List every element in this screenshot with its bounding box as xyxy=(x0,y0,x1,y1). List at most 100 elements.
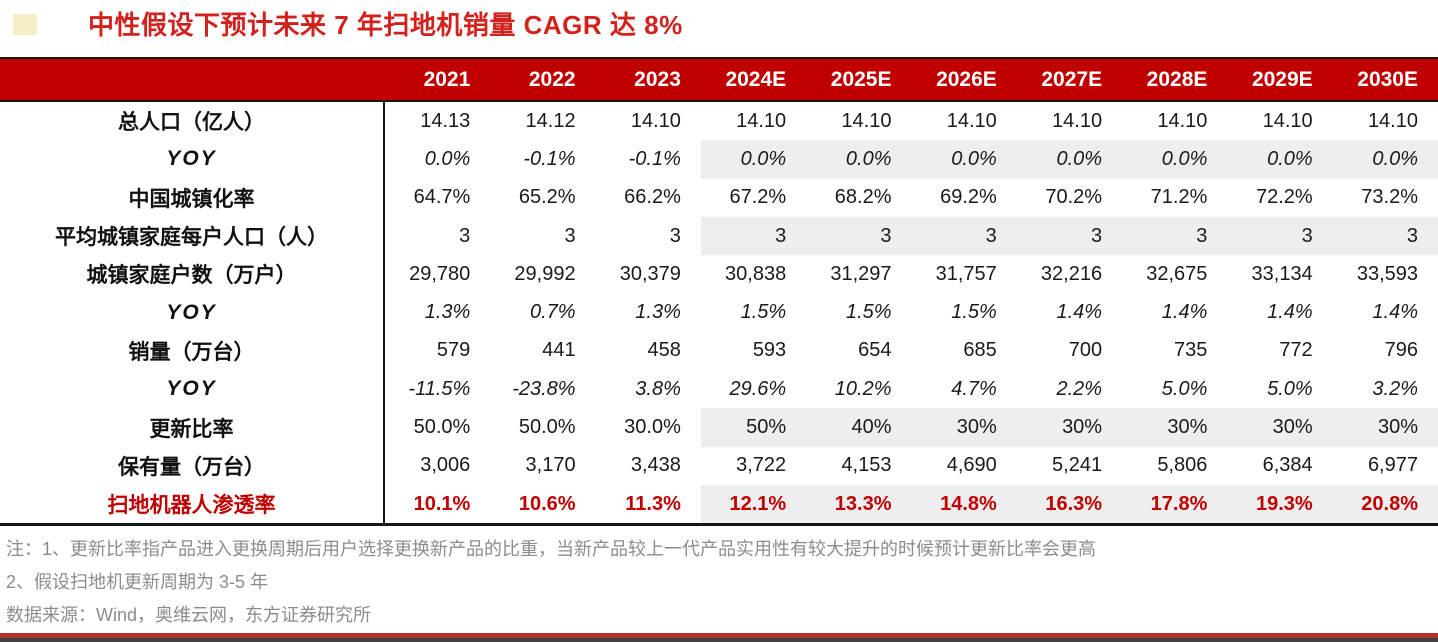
note-line-2: 2、假设扫地机更新周期为 3-5 年 xyxy=(6,572,269,592)
value-cell: 593 xyxy=(752,339,787,362)
value-cell: 700 xyxy=(1068,339,1103,362)
value-cell: 30,379 xyxy=(619,262,681,285)
value-cell: 4,690 xyxy=(946,454,997,477)
value-cell: 29,992 xyxy=(514,262,576,285)
value-cell: 69.2% xyxy=(940,186,997,209)
value-cell: 16.3% xyxy=(1016,484,1123,524)
row-label: 平均城镇家庭每户人口（人） xyxy=(0,216,385,256)
note-line-1: 注：1、更新比率指产品进入更换周期后用户选择更换新产品的比重，当新产品较上一代产… xyxy=(6,539,1097,559)
value-cell: 68.2% xyxy=(834,186,892,209)
value-cell: 10.6% xyxy=(518,492,576,515)
value-cell: 14.10 xyxy=(630,109,681,132)
value-cell: 3 xyxy=(806,216,912,256)
value-cell: 14.10 xyxy=(1157,109,1208,132)
row-label: 中国城镇化率 xyxy=(0,178,385,217)
value-cell: 3 xyxy=(459,224,471,247)
year-header-cell: 2024E xyxy=(725,67,787,91)
value-cell: -0.1% xyxy=(628,147,681,170)
value-cell: 654 xyxy=(858,339,892,362)
value-cell: 796 xyxy=(1384,339,1418,362)
value-cell: 1.4% xyxy=(1372,301,1418,324)
table-row: 更新比率 50.0% 50.0% 30.0% 50% 40% 30% 30% 30% 30% 30% xyxy=(0,408,1438,447)
value-cell: 31,757 xyxy=(935,262,997,285)
value-cell: 2.2% xyxy=(1056,377,1103,400)
year-header-cell: 2030E xyxy=(1357,67,1418,91)
value-cell: 10.2% xyxy=(834,377,892,400)
value-cell: 50% xyxy=(700,408,807,447)
value-cell: 3 xyxy=(1332,216,1438,256)
row-label: 销量（万台） xyxy=(0,331,385,371)
value-cell: 40% xyxy=(806,408,912,447)
value-cell: 14.10 xyxy=(1052,109,1103,132)
title-bullet-square xyxy=(13,14,37,35)
value-cell: 14.10 xyxy=(736,109,787,132)
bottom-dark-strip xyxy=(0,638,1438,642)
value-cell: 3 xyxy=(911,216,1017,256)
value-cell: -23.8% xyxy=(512,377,576,400)
value-cell: 5,241 xyxy=(1052,454,1103,477)
value-cell: 4.7% xyxy=(951,377,997,400)
forecast-table: 2021 2022 2023 2024E 2025E 2026E 2027E 2028E 202… xyxy=(0,57,1438,527)
row-label: YOY xyxy=(0,293,385,332)
row-label: YOY xyxy=(0,140,385,179)
value-cell: 30.0% xyxy=(624,416,681,439)
value-cell: 441 xyxy=(542,339,576,362)
value-cell: 3 xyxy=(1122,216,1228,256)
value-cell: 14.13 xyxy=(420,109,471,132)
value-cell: 5.0% xyxy=(1161,377,1208,400)
value-cell: 3 xyxy=(1227,216,1333,256)
bottom-red-rule xyxy=(0,633,1438,638)
value-cell: -0.1% xyxy=(523,147,576,170)
value-cell: 1.4% xyxy=(1056,301,1103,324)
value-cell: 32,216 xyxy=(1040,262,1103,285)
value-cell: -11.5% xyxy=(408,377,471,400)
year-header-cell: 2028E xyxy=(1146,67,1208,91)
value-cell: 14.10 xyxy=(841,109,892,132)
value-cell: 3.8% xyxy=(635,377,681,400)
year-header-cell: 2026E xyxy=(936,67,997,91)
table-row: YOY 0.0% -0.1% -0.1% 0.0% 0.0% 0.0% 0.0% 0.0% 0.0… xyxy=(0,140,1438,179)
value-cell: 3,006 xyxy=(420,454,471,477)
value-cell: 0.0% xyxy=(1227,140,1333,179)
value-cell: 29,780 xyxy=(409,262,471,285)
table-row: YOY -11.5% -23.8% 3.8% 29.6% 10.2% 4.7% 2.2% 5.0… xyxy=(0,370,1438,409)
value-cell: 10.1% xyxy=(413,492,471,515)
value-cell: 3.2% xyxy=(1372,377,1418,400)
value-cell: 1.3% xyxy=(424,301,471,324)
value-cell: 0.7% xyxy=(530,301,576,324)
value-cell: 30% xyxy=(1122,408,1228,447)
value-cell: 1.4% xyxy=(1161,301,1208,324)
value-cell: 5,806 xyxy=(1157,454,1208,477)
value-cell: 1.5% xyxy=(845,301,892,324)
value-cell: 17.8% xyxy=(1122,484,1228,524)
row-label: 保有量（万台） xyxy=(0,446,385,485)
value-cell: 33,134 xyxy=(1251,262,1313,285)
value-cell: 5.0% xyxy=(1267,377,1313,400)
value-cell: 11.3% xyxy=(625,492,681,515)
data-source: 数据来源：Wind，奥维云网，东方证券研究所 xyxy=(6,605,372,625)
year-header-cell: 2021 xyxy=(423,67,471,91)
value-cell: 0.0% xyxy=(806,140,912,179)
value-cell: 66.2% xyxy=(624,186,681,209)
value-cell: 0.0% xyxy=(700,140,807,179)
value-cell: 30% xyxy=(1016,408,1123,447)
value-cell: 1.5% xyxy=(740,301,787,324)
year-header-cell: 2025E xyxy=(830,67,892,91)
value-cell: 0.0% xyxy=(1122,140,1228,179)
value-cell: 13.3% xyxy=(806,484,912,524)
row-label: 更新比率 xyxy=(0,408,385,447)
table-row: 城镇家庭户数（万户） 29,780 29,992 30,379 30,838 31,297… xyxy=(0,255,1438,294)
value-cell: 14.8% xyxy=(911,484,1017,524)
row-label: YOY xyxy=(0,370,385,409)
value-cell: 33,593 xyxy=(1356,262,1418,285)
value-cell: 50.0% xyxy=(518,416,576,439)
value-cell: 0.0% xyxy=(1332,140,1438,179)
value-cell: 1.5% xyxy=(951,301,997,324)
value-cell: 3 xyxy=(700,216,807,256)
value-cell: 6,384 xyxy=(1262,454,1313,477)
table-row: 总人口（亿人） 14.13 14.12 14.10 14.10 14.10 14.10 14.… xyxy=(0,102,1438,141)
value-cell: 12.1% xyxy=(700,484,807,524)
year-header-cell: 2022 xyxy=(528,67,576,91)
value-cell: 0.0% xyxy=(424,147,471,170)
year-header-cell: 2023 xyxy=(634,67,681,91)
